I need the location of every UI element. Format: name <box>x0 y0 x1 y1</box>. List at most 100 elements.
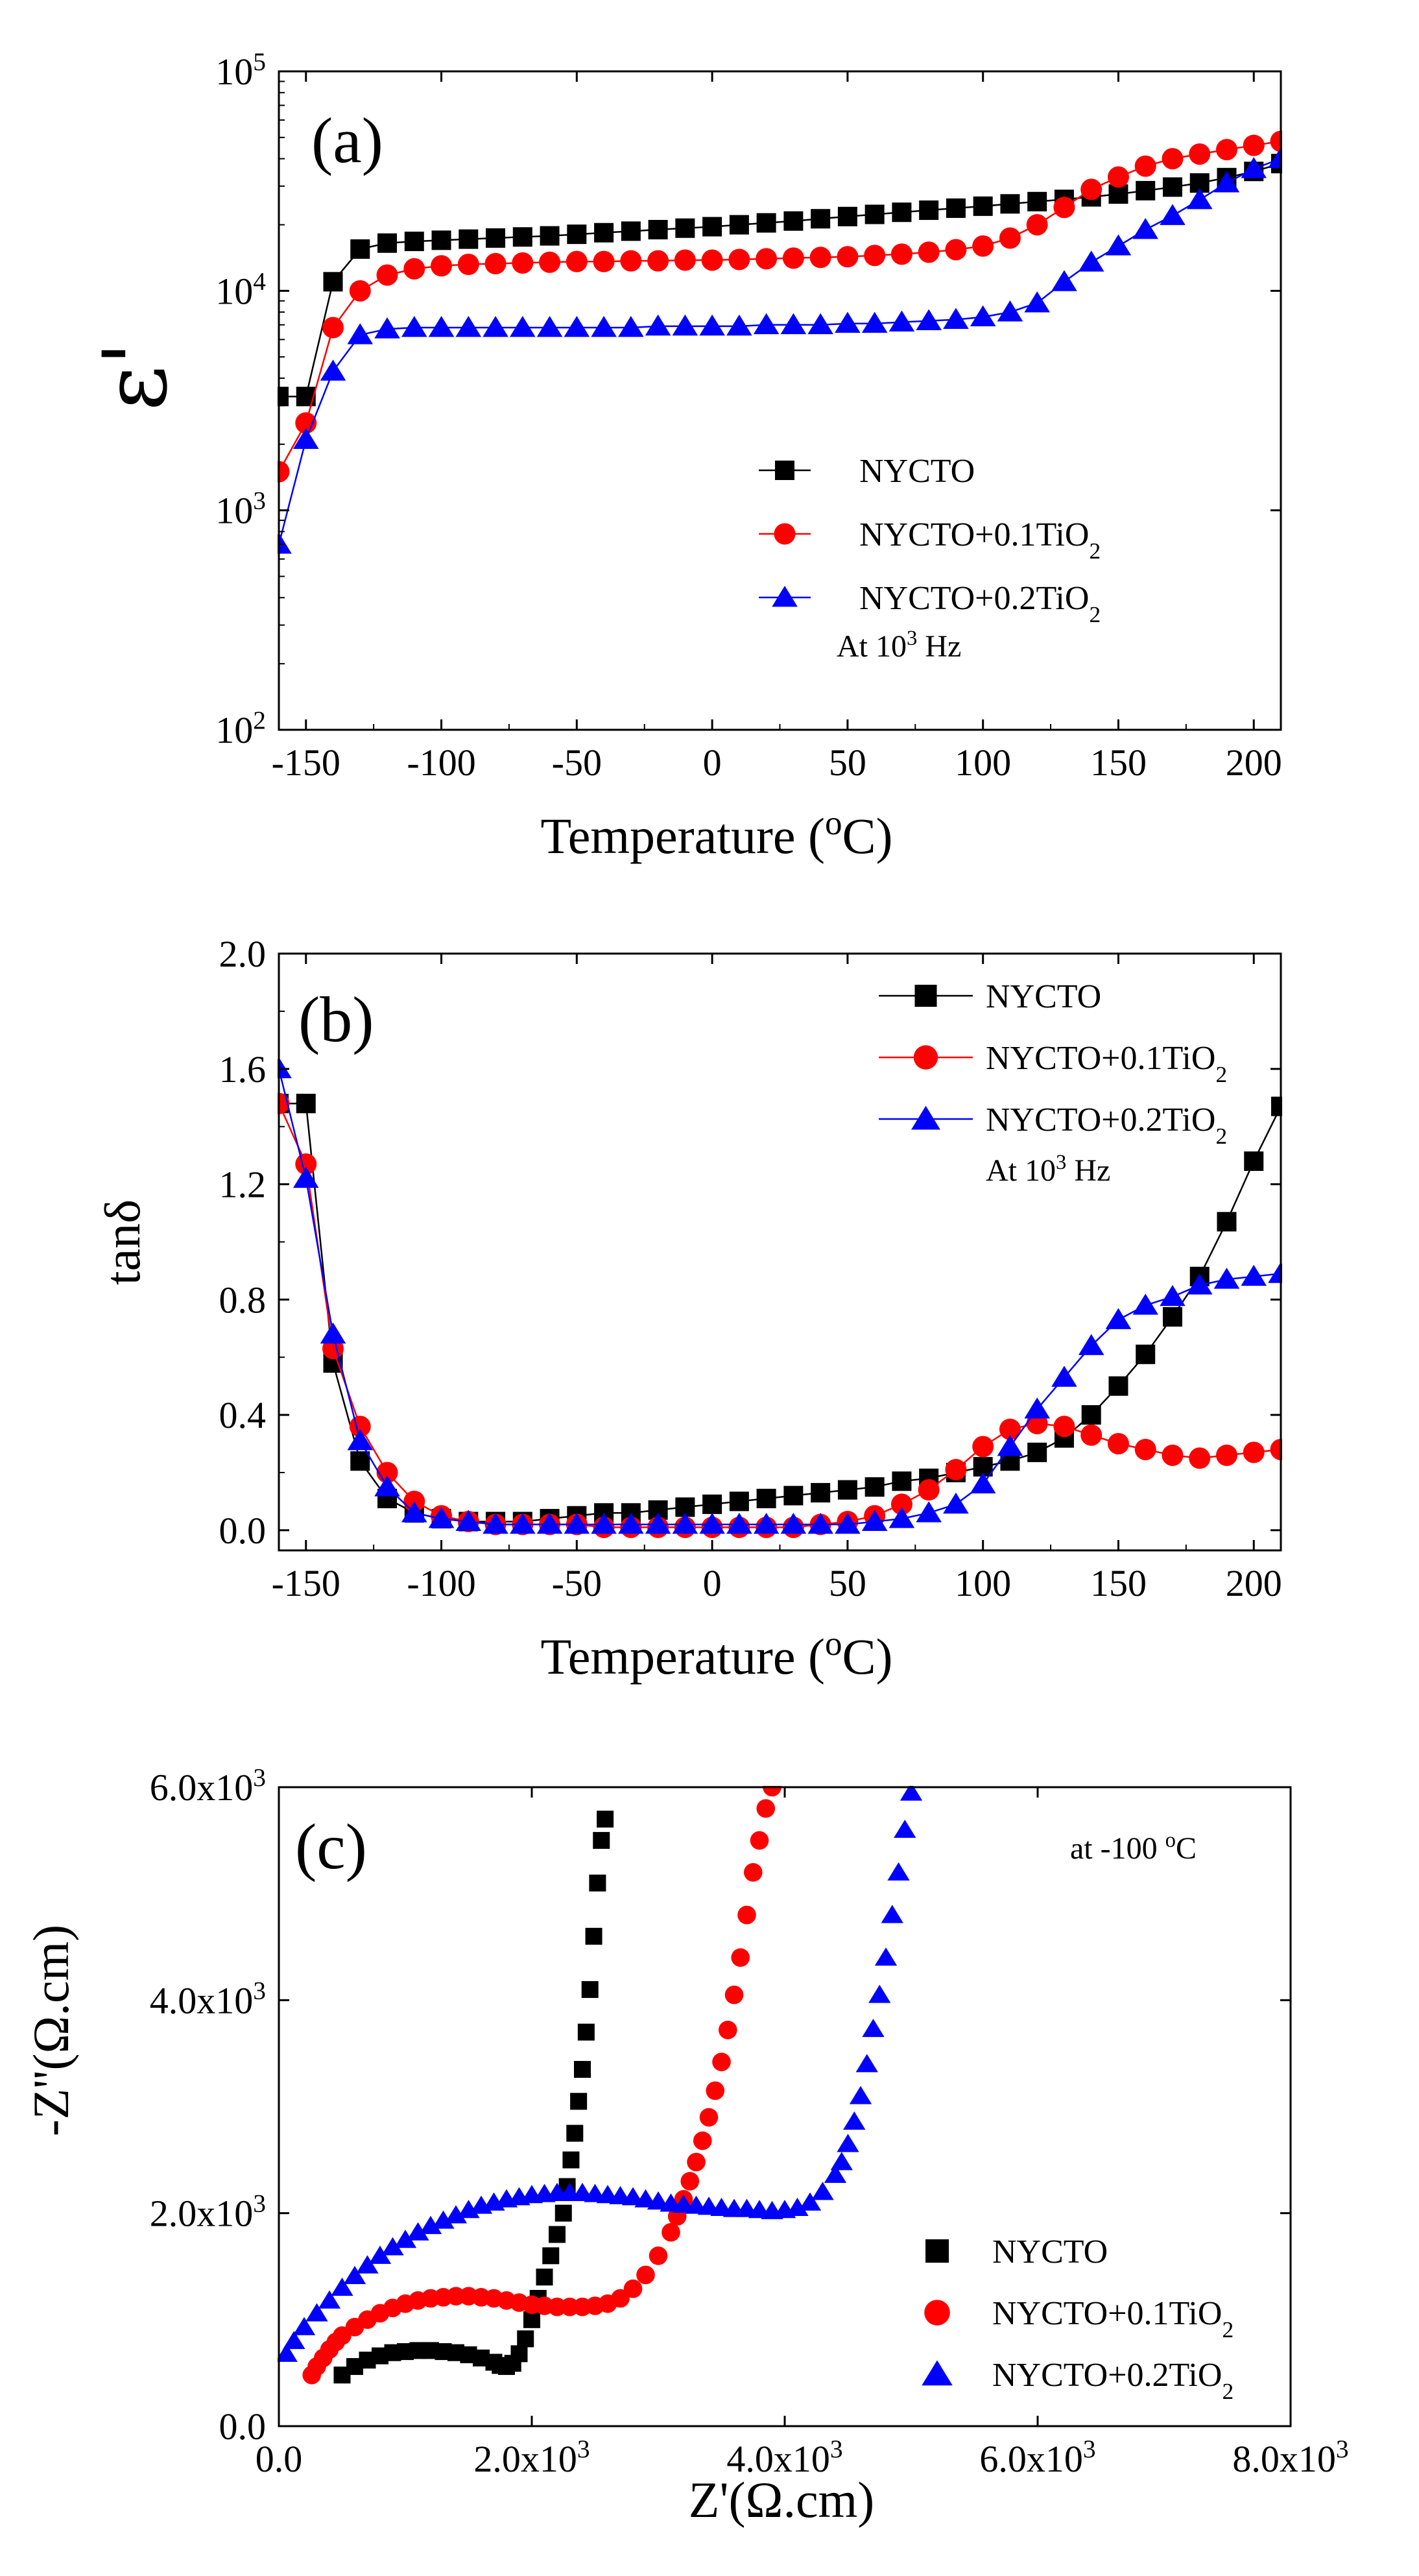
data-point <box>1241 1264 1267 1286</box>
data-point <box>356 2255 379 2274</box>
data-point <box>874 1947 898 1966</box>
panel-c: (c) Z'(Ω.cm) -Z''(Ω.cm) NYCTO NYCTO+0.1Ti… <box>23 1763 1349 2528</box>
x-axis-label-c: Z'(Ω.cm) <box>689 2472 874 2528</box>
x-tick-label: 50 <box>829 741 866 784</box>
y-tick-label: 105 <box>215 47 266 93</box>
data-point <box>428 316 455 337</box>
data-point <box>350 239 370 259</box>
series-line-2 <box>278 140 1282 472</box>
data-point <box>444 2205 468 2224</box>
data-point <box>890 1493 912 1515</box>
data-point <box>865 204 885 224</box>
data-point <box>403 258 425 280</box>
data-point <box>1080 178 1103 200</box>
plot-frame <box>278 70 1282 731</box>
data-point <box>647 250 669 272</box>
legend-marker-2 <box>924 2300 950 2326</box>
data-point <box>737 1905 756 1925</box>
data-point <box>407 2222 429 2241</box>
data-point <box>837 2134 859 2152</box>
legend-label-1: NYCTO <box>859 453 975 490</box>
data-point <box>783 211 804 231</box>
data-point <box>1108 1376 1128 1396</box>
data-point <box>701 249 723 271</box>
data-point <box>1270 130 1282 152</box>
data-point <box>843 2111 866 2130</box>
data-point <box>672 1513 698 1534</box>
data-point <box>350 1451 370 1471</box>
data-point <box>728 248 750 271</box>
data-point <box>570 2093 588 2110</box>
legend-label-1: NYCTO <box>986 978 1101 1015</box>
data-point <box>862 2019 885 2038</box>
legend-marker-3 <box>772 586 798 607</box>
data-point <box>374 1475 400 1497</box>
data-point <box>1243 134 1265 156</box>
y-axis-label-a: ε' <box>84 341 186 411</box>
x-tick-label: 200 <box>1226 1562 1282 1604</box>
data-point <box>918 241 940 263</box>
data-point <box>780 1513 807 1534</box>
data-point <box>283 2331 305 2350</box>
data-point <box>566 250 588 272</box>
data-point <box>756 248 778 270</box>
data-point <box>1136 180 1156 200</box>
data-point <box>729 215 749 235</box>
data-point <box>648 220 668 240</box>
data-point <box>323 272 343 292</box>
annotation-b: At 103 Hz <box>986 1151 1110 1188</box>
x-tick-label: 4.0x103 <box>726 2435 842 2480</box>
x-tick-label: 150 <box>1090 1562 1147 1604</box>
data-point <box>1051 1366 1077 1387</box>
data-point <box>510 2345 528 2363</box>
panel-label-a: (a) <box>311 104 383 176</box>
y-tick-label: 0.0 <box>219 1510 267 1552</box>
data-point <box>295 412 317 434</box>
data-point <box>729 1491 749 1511</box>
data-point <box>753 313 780 335</box>
x-tick-label: 200 <box>1226 741 1282 784</box>
legend-marker-2 <box>913 1045 938 1070</box>
y-tick-label: 0.8 <box>219 1279 267 1321</box>
data-point <box>278 1057 292 1079</box>
data-point <box>943 307 969 329</box>
data-point <box>1243 1441 1265 1463</box>
panel-a: (a) Temperature (oC) ε' NYCTO NYCTO+0.1Ti… <box>84 47 1282 864</box>
data-point <box>702 217 722 237</box>
data-point <box>837 206 857 226</box>
data-point <box>621 221 641 241</box>
data-point <box>855 2054 878 2073</box>
data-point <box>892 202 912 223</box>
data-point <box>368 2245 392 2264</box>
data-point <box>1189 143 1211 165</box>
data-point <box>849 2086 872 2104</box>
data-point <box>618 1513 644 1534</box>
data-point <box>756 213 776 233</box>
data-point <box>292 2317 316 2335</box>
data-point <box>1051 270 1077 291</box>
data-point <box>349 280 371 302</box>
data-point <box>890 243 912 265</box>
data-point <box>919 200 939 221</box>
x-tick-label: 150 <box>1090 741 1147 784</box>
data-point <box>807 1513 833 1534</box>
y-tick-label: 0.4 <box>219 1394 267 1436</box>
y-tick-label: 1.6 <box>219 1048 267 1090</box>
data-point <box>523 2311 540 2328</box>
x-tick-label: -50 <box>552 1562 602 1604</box>
data-point <box>881 1905 903 1923</box>
panel-label-b: (b) <box>298 983 374 1055</box>
legend-c: NYCTO NYCTO+0.1TiO2 NYCTO+0.2TiO2 <box>922 2233 1234 2404</box>
y-tick-label: 2.0 <box>219 933 267 975</box>
data-point <box>512 227 532 247</box>
data-point <box>1268 1262 1282 1283</box>
data-point <box>662 2222 680 2242</box>
series-2 <box>278 130 1282 483</box>
data-point <box>292 427 319 450</box>
data-point <box>1078 250 1104 272</box>
data-point <box>753 1513 780 1534</box>
data-point <box>1081 1405 1101 1425</box>
data-point <box>1271 1096 1282 1116</box>
data-point <box>404 232 424 252</box>
data-point <box>868 1984 891 2003</box>
